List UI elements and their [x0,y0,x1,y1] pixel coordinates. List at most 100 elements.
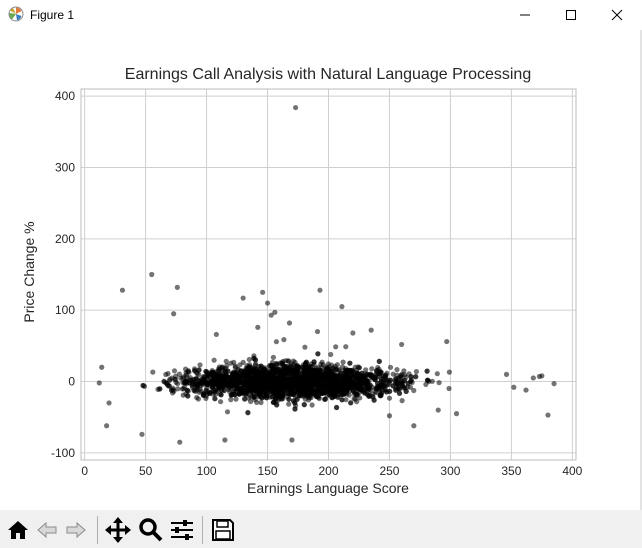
matplotlib-icon [8,6,24,22]
data-point [240,295,246,301]
save-button[interactable] [209,516,237,544]
data-point [399,379,405,385]
x-tick-label: 150 [258,464,278,478]
x-tick-label: 0 [81,464,88,478]
data-point [309,402,315,408]
data-point [252,357,259,363]
close-button[interactable] [594,0,640,30]
data-point [368,327,374,333]
data-point [169,387,175,393]
data-point [246,356,252,363]
zoom-button[interactable] [137,516,165,544]
data-point [284,368,290,374]
data-point [225,374,231,380]
data-point [286,401,292,407]
x-tick-label: 100 [197,464,217,478]
x-ticks: 0 50 100 150 200 250 300 350 400 [81,464,582,478]
data-point [408,374,414,380]
minimize-icon [520,14,530,16]
data-point [356,365,362,371]
data-point [238,368,244,374]
data-point [314,369,320,375]
data-point [399,341,405,348]
data-point [302,383,308,389]
data-point [315,351,321,357]
window-border [640,30,642,548]
data-point [386,395,393,401]
back-button[interactable] [33,516,61,544]
configure-subplots-icon [171,520,193,540]
data-point [313,382,319,388]
data-point [286,382,292,388]
data-point [436,380,442,386]
data-point [194,376,200,382]
data-point [375,385,382,391]
data-point [435,407,441,413]
data-point [175,381,181,387]
maximize-button[interactable] [548,0,594,30]
data-point [358,377,364,383]
data-point [303,378,309,385]
data-point [192,381,198,387]
forward-icon [66,521,86,539]
data-point [290,367,296,373]
data-point [119,287,126,293]
data-point [233,371,239,377]
data-point [413,374,419,380]
data-point [444,338,450,345]
data-point [164,381,170,387]
data-point [289,437,295,443]
scatter-chart: 0 50 100 150 200 250 300 350 400 -100 0 100 200 300 4… [21,66,583,496]
figure-canvas[interactable]: 0 50 100 150 200 250 300 350 400 -100 0 100 200 300 4… [0,30,642,510]
data-point [339,397,345,403]
toolbar-separator [97,516,98,544]
data-point [294,379,300,385]
data-point [352,372,358,378]
data-point [453,411,460,417]
data-point [203,387,209,393]
home-button[interactable] [4,516,32,544]
x-axis-label: Earnings Language Score [247,480,409,496]
data-point [213,331,219,338]
data-point [429,378,435,384]
data-point [171,311,177,317]
data-point [378,390,385,396]
data-point [405,380,411,386]
pan-button[interactable] [104,516,132,544]
data-point [396,390,403,396]
data-point [335,389,341,395]
data-point [167,376,173,382]
data-point [236,391,243,397]
data-point [175,386,181,392]
data-point [290,398,297,404]
data-point [196,372,202,378]
data-point [183,378,189,384]
y-axis-label: Price Change % [21,221,37,322]
y-ticks: -100 0 100 200 300 400 [51,89,75,460]
data-point [299,377,305,383]
data-point [314,328,321,335]
data-point [261,373,267,380]
data-point [264,300,271,306]
configure-subplots-button[interactable] [168,516,196,544]
forward-button[interactable] [62,516,90,544]
data-point [260,289,266,295]
data-point [295,383,301,389]
data-point [424,368,430,374]
data-point [390,383,396,389]
data-point [363,367,369,373]
minimize-button[interactable] [502,0,548,30]
data-point [350,388,356,394]
data-point [295,365,301,371]
data-point [302,344,308,350]
data-point [394,367,400,373]
data-point [227,381,233,387]
data-point [382,387,388,393]
data-point [207,390,213,396]
data-point [359,370,365,376]
data-point [259,395,265,401]
data-point [139,431,145,437]
data-point [237,362,243,368]
data-point [318,376,325,383]
data-point [275,394,281,400]
